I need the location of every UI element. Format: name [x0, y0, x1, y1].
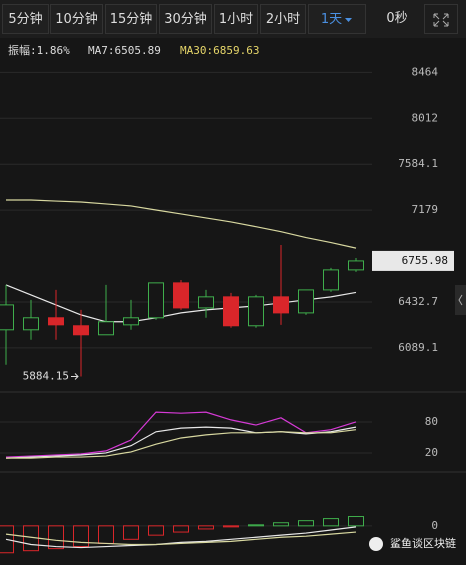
macd-line — [5, 531, 357, 546]
candle-body — [48, 317, 64, 326]
watermark: 鲨鱼谈区块链 — [390, 536, 456, 550]
y-tick-label: 6089.1 — [398, 341, 438, 354]
y-tick-label: 80 — [425, 415, 438, 428]
low-arrow — [71, 373, 79, 380]
candle-body — [148, 282, 164, 319]
timeframe-tab[interactable]: 30分钟 — [159, 4, 212, 34]
candle-body — [23, 317, 39, 331]
y-tick-label: 8464 — [412, 65, 439, 78]
ma-line — [5, 284, 357, 323]
histogram-bar — [48, 525, 64, 550]
candle-body — [273, 296, 289, 314]
y-tick-label: 7584.1 — [398, 157, 438, 170]
histogram-bar — [248, 524, 264, 527]
side-tab[interactable] — [455, 285, 466, 315]
histogram-bar — [198, 525, 214, 530]
histogram-bar — [348, 516, 364, 527]
timeframe-tab[interactable]: 15分钟 — [105, 4, 157, 34]
price-tag — [372, 250, 454, 271]
candle-body — [0, 304, 14, 331]
y-tick-label: 8012 — [412, 111, 439, 124]
candle-body — [223, 296, 239, 327]
candle-body — [248, 296, 264, 327]
ma7-label: MA7:6505.89 — [88, 44, 161, 57]
histogram-bar — [223, 525, 239, 528]
timeframe-tab[interactable]: 1天 — [308, 4, 366, 34]
histogram-bar — [173, 525, 189, 533]
histogram-bar — [323, 518, 339, 527]
amplitude: 振幅:1.86% — [8, 43, 70, 57]
histogram-bar — [148, 525, 164, 536]
fullscreen-icon — [433, 13, 449, 27]
histogram-bar — [298, 520, 314, 527]
candle-body — [123, 317, 139, 326]
histogram-bar — [273, 522, 289, 527]
watermark-logo — [369, 537, 383, 551]
low-annotation: 5884.15 — [23, 370, 69, 383]
ma-line — [6, 199, 357, 249]
histogram-bar — [123, 525, 139, 540]
indicator-line — [5, 411, 357, 458]
candle-body — [298, 289, 314, 314]
ma30-label: MA30:6859.63 — [180, 44, 259, 57]
timer: 0秒 — [386, 11, 408, 26]
toolbar: 0秒 5分钟 10分钟 15分钟 30分钟 1小时 2小时 1天 — [0, 0, 466, 38]
indicator-line — [6, 429, 357, 459]
candle-body — [198, 296, 214, 309]
timeframe-tab[interactable]: 5分钟 — [2, 4, 49, 34]
macd-line — [5, 526, 357, 549]
candle-body — [98, 321, 114, 336]
y-tick-label: 0 — [431, 519, 438, 532]
fullscreen-button[interactable] — [424, 4, 458, 34]
y-tick-label: 6432.7 — [398, 295, 438, 308]
indicator-line — [5, 426, 357, 459]
timeframe-tab[interactable]: 2小时 — [260, 4, 306, 34]
candle-body — [173, 282, 189, 309]
side-tab-arrow — [458, 294, 463, 306]
candle-body — [73, 325, 89, 336]
dropdown-caret — [345, 18, 353, 22]
histogram-bar — [98, 525, 114, 544]
chart: 振幅:1.86% MA7:6505.89 MA30:6859.63 鲨鱼谈区块链… — [0, 43, 466, 554]
timeframe-tab[interactable]: 1小时 — [214, 4, 258, 34]
y-tick-label: 20 — [425, 446, 438, 459]
candle-body — [348, 260, 364, 271]
candle-body — [323, 269, 339, 291]
current-price: 6755.98 — [402, 254, 448, 267]
y-tick-label: 7179 — [412, 203, 439, 216]
histogram-bar — [0, 525, 14, 554]
timeframe-tab[interactable]: 10分钟 — [50, 4, 103, 34]
histogram-bar — [73, 525, 89, 548]
